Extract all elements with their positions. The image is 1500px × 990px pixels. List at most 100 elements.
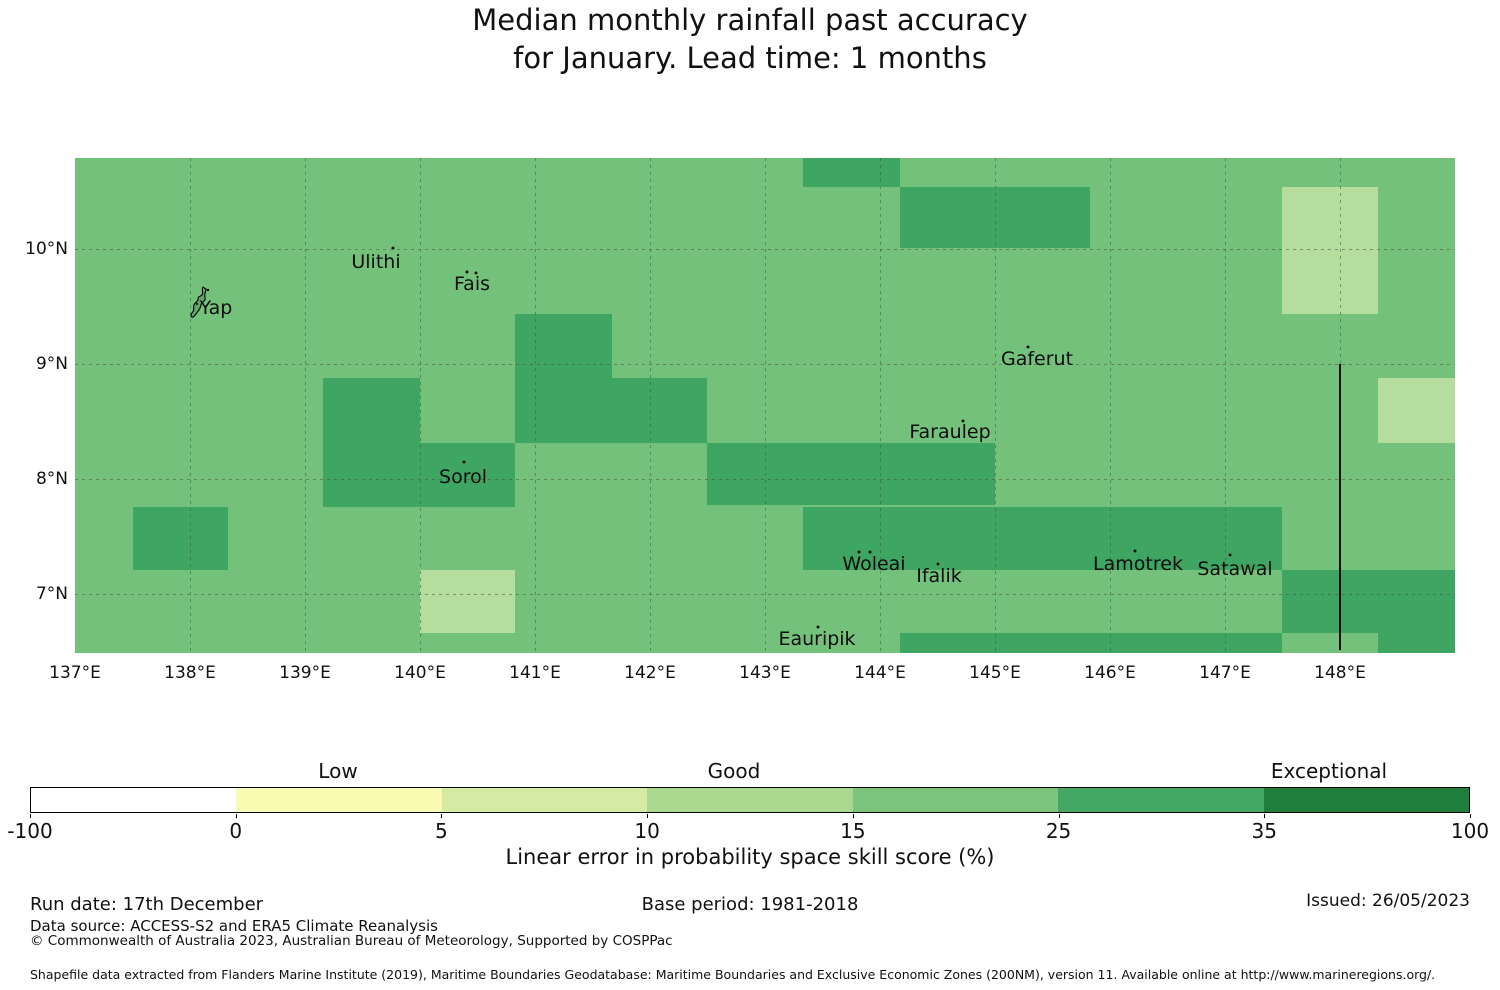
heatmap-cell: [1378, 633, 1455, 653]
colorbar-tick-mark: [30, 814, 31, 818]
heatmap-cell: [420, 443, 515, 507]
y-axis-tick-label: 8°N: [35, 469, 68, 489]
yap-island-outline-icon: [190, 286, 210, 318]
heatmap-cell: [1282, 187, 1378, 314]
colorbar-axis-label: Linear error in probability space skill …: [505, 845, 995, 869]
island-marker-dot: [868, 550, 872, 554]
heatmap-cell: [900, 633, 1282, 653]
island-label: Eauripik: [778, 628, 856, 650]
x-axis-tick-label: 140°E: [394, 663, 446, 683]
x-axis-tick-label: 138°E: [164, 663, 216, 683]
colorbar: [30, 787, 1470, 813]
colorbar-tick-mark: [1058, 814, 1060, 818]
colorbar-tick-mark: [441, 814, 443, 818]
vertical-gridline: [189, 158, 191, 653]
heatmap-cell: [1378, 378, 1455, 443]
colorbar-segment: [236, 788, 442, 812]
colorbar-tick-label: 15: [840, 819, 866, 843]
island-marker-dot: [936, 562, 940, 566]
vertical-gridline: [764, 158, 766, 653]
shapefile-attribution-text: Shapefile data extracted from Flanders M…: [30, 967, 1436, 982]
island-marker-dot: [1133, 549, 1137, 553]
x-axis-tick-label: 145°E: [969, 663, 1021, 683]
island-label: Ulithi: [351, 251, 401, 273]
heatmap-cell: [707, 443, 995, 505]
x-axis-tick-label: 141°E: [509, 663, 561, 683]
x-axis-tick-label: 146°E: [1084, 663, 1136, 683]
island-label: Ifalik: [916, 565, 962, 587]
x-axis-tick-label: 148°E: [1314, 663, 1366, 683]
eez-boundary-line: [1339, 364, 1341, 650]
y-axis-tick-label: 9°N: [35, 354, 68, 374]
base-period-text: Base period: 1981-2018: [641, 894, 859, 915]
x-axis-tick-label: 137°E: [49, 663, 101, 683]
island-marker-dot: [816, 625, 820, 629]
horizontal-gridline: [75, 478, 1455, 480]
heatmap-cell: [803, 507, 1282, 570]
colorbar-tick-mark: [1470, 814, 1471, 818]
colorbar-segment: [441, 788, 648, 812]
colorbar-category-labels: Low Good Exceptional: [30, 759, 1470, 785]
data-source-text: Data source: ACCESS-S2 and ERA5 Climate …: [30, 917, 438, 935]
colorbar-tick-label: 25: [1045, 819, 1072, 843]
heatmap-cell: [803, 158, 900, 187]
y-axis-tick-label: 7°N: [35, 584, 68, 604]
island-label: Faraulep: [909, 421, 991, 443]
colorbar-tick-label: 0: [229, 819, 243, 843]
horizontal-gridline: [75, 248, 1455, 250]
heatmap-cell: [1282, 570, 1455, 633]
colorbar-segment: [1263, 788, 1469, 812]
y-axis-tick-label: 10°N: [25, 239, 68, 259]
copyright-text: © Commonwealth of Australia 2023, Austra…: [30, 933, 673, 949]
vertical-gridline: [304, 158, 306, 653]
heatmap-cell: [323, 378, 420, 507]
island-marker-dot: [391, 246, 395, 250]
colorbar-tick-label: -100: [7, 819, 53, 843]
colorbar-ticks: -100 0 5 10 15 25 35 100: [7, 814, 1489, 846]
island-label: Gaferut: [1000, 348, 1074, 370]
colorbar-segment: [1058, 788, 1264, 812]
island-label: Sorol: [439, 466, 487, 488]
island-marker-dot: [462, 460, 466, 464]
colorbar-category-label: Exceptional: [1270, 759, 1388, 783]
colorbar-tick-label: 35: [1251, 819, 1278, 843]
vertical-gridline: [1109, 158, 1111, 653]
island-label: Satawal: [1197, 558, 1273, 580]
x-axis-tick-label: 142°E: [624, 663, 676, 683]
colorbar-segment: [647, 788, 853, 812]
vertical-gridline: [994, 158, 996, 653]
colorbar-tick-mark: [235, 814, 237, 818]
vertical-gridline: [879, 158, 881, 653]
horizontal-gridline: [75, 593, 1455, 595]
colorbar-tick-label: 5: [435, 819, 448, 843]
map-plot-area: Yap Ulithi Fais Gaferut Faraulep Sorol Woleai I…: [75, 158, 1455, 653]
island-marker-dot: [474, 271, 478, 275]
island-marker-dot: [1026, 345, 1030, 349]
x-axis-tick-label: 144°E: [854, 663, 906, 683]
colorbar-tick-mark: [852, 814, 854, 818]
vertical-gridline: [1224, 158, 1226, 653]
island-marker-dot: [961, 419, 965, 423]
vertical-gridline: [649, 158, 651, 653]
island-label: Yap: [199, 297, 233, 319]
colorbar-tick-label: 100: [1450, 819, 1490, 843]
island-label: Fais: [453, 273, 491, 295]
colorbar-tick-mark: [647, 814, 649, 818]
heatmap-cell: [515, 378, 707, 443]
heatmap-cell: [515, 314, 612, 378]
vertical-gridline: [419, 158, 421, 653]
horizontal-gridline: [75, 363, 1455, 365]
run-date-text: Run date: 17th December: [30, 894, 264, 915]
heatmap-cell: [133, 507, 228, 570]
island-marker-dot: [857, 550, 861, 554]
island-label: Lamotrek: [1093, 553, 1183, 575]
chart-title-line1: Median monthly rainfall past accuracy: [472, 3, 1028, 37]
x-axis: 137°E 138°E 139°E 140°E 141°E 142°E 143°E 144°E…: [49, 663, 1455, 687]
colorbar-category-label: Good: [707, 759, 761, 783]
x-axis-tick-label: 139°E: [279, 663, 331, 683]
island-label: Woleai: [842, 553, 906, 575]
issued-date-text: Issued: 26/05/2023: [1306, 891, 1470, 911]
island-marker-dot: [465, 270, 469, 274]
heatmap-cell: [420, 570, 515, 633]
